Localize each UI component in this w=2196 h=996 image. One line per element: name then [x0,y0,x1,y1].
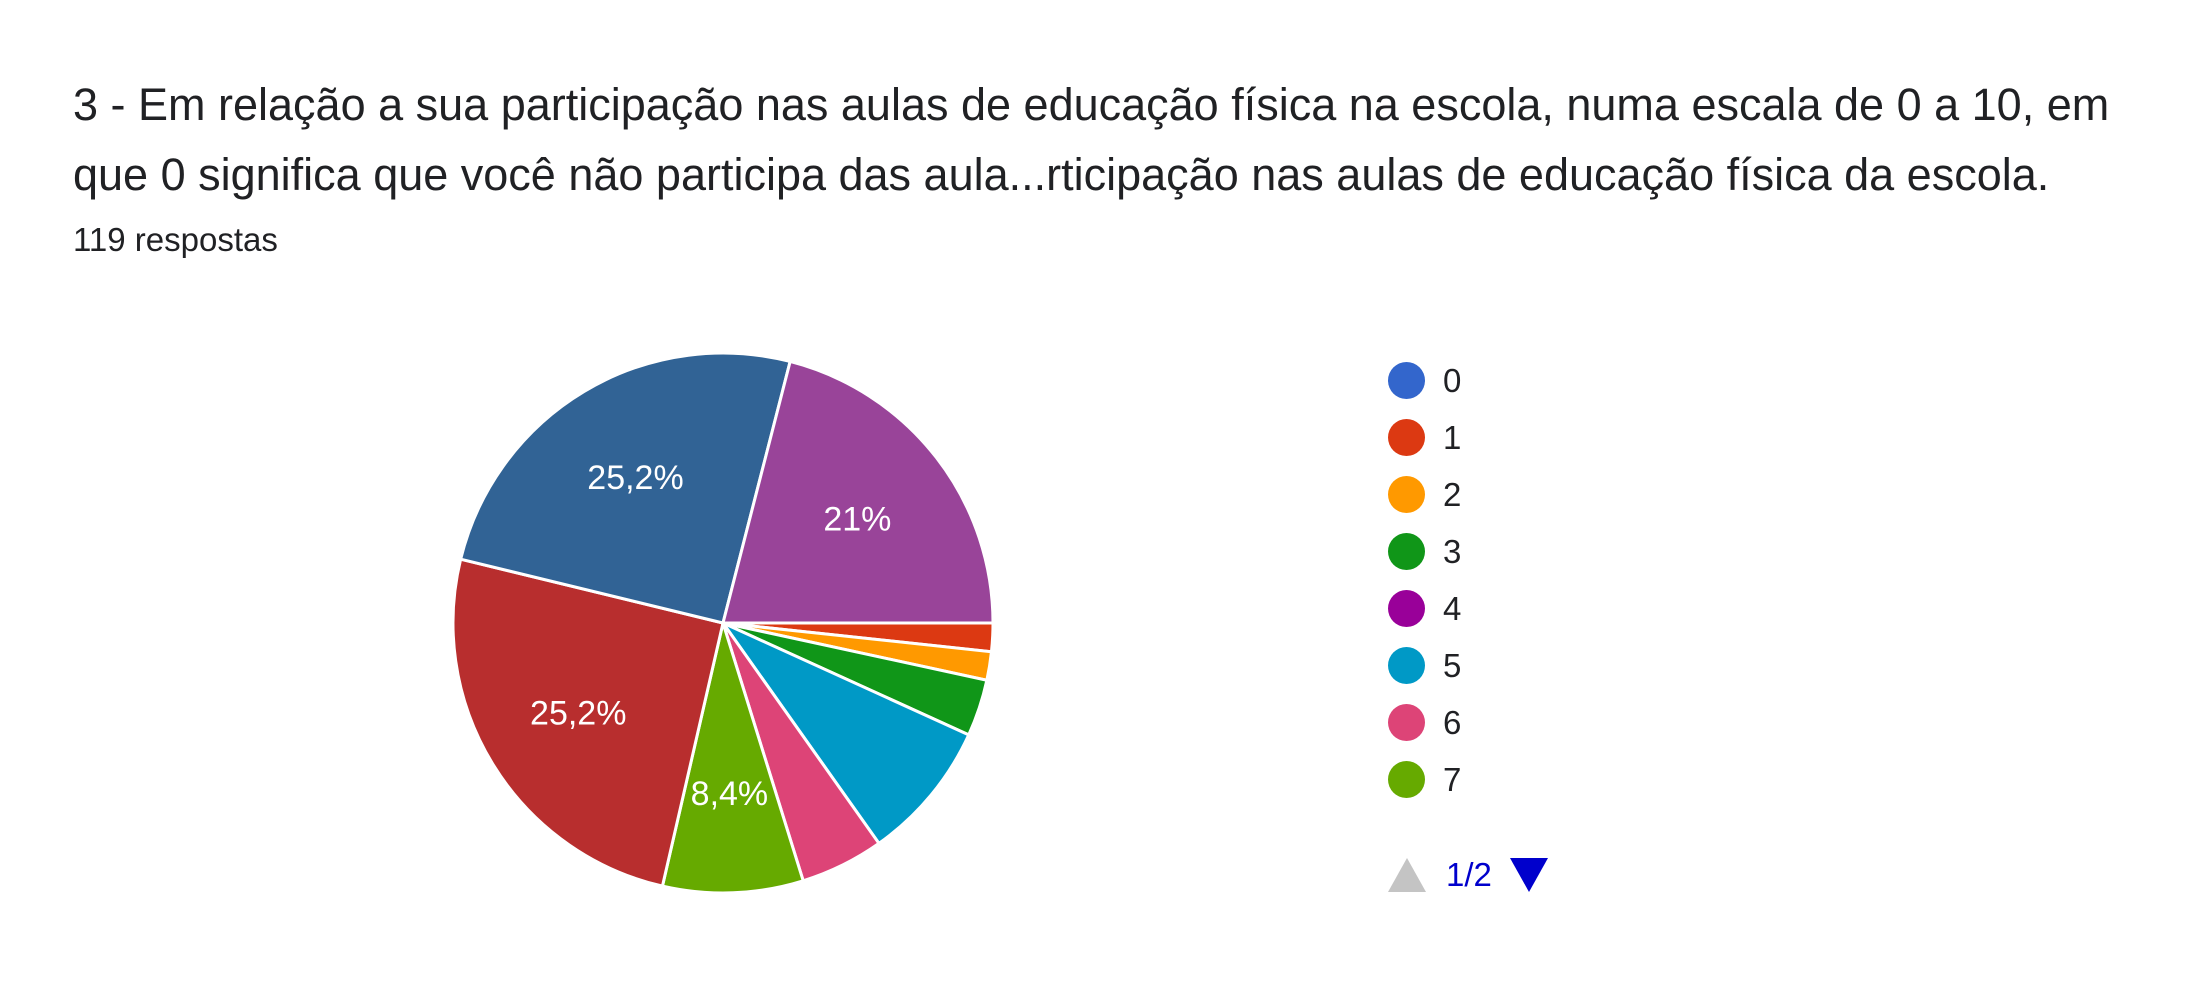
slice-label-7: 8,4% [691,775,769,813]
legend-swatch [1388,704,1425,741]
pie-slice-8[interactable] [451,557,725,888]
legend-label: 6 [1443,703,1462,741]
legend-item-0[interactable]: 0 [1388,352,1461,409]
pie-slice-10[interactable] [721,359,995,625]
legend-item-4[interactable]: 4 [1388,580,1461,637]
legend-label: 4 [1443,589,1462,627]
legend-label: 7 [1443,760,1462,798]
legend-pager: 1/2 [1388,856,1548,894]
legend-swatch [1388,476,1425,513]
legend-label: 3 [1443,532,1462,570]
slice-label-8: 25,2% [530,694,626,732]
response-count: 119 respostas [73,221,278,258]
legend-item-7[interactable]: 7 [1388,751,1461,808]
triangle-up-icon[interactable] [1388,858,1426,892]
triangle-down-icon[interactable] [1509,858,1548,892]
legend-swatch [1388,419,1425,456]
legend-item-2[interactable]: 2 [1388,466,1461,523]
legend-swatch [1388,761,1425,798]
legend-item-6[interactable]: 6 [1388,694,1461,751]
legend: 0 1 2 3 4 5 6 7 [1388,352,1461,808]
legend-swatch [1388,362,1425,399]
legend-item-5[interactable]: 5 [1388,637,1461,694]
pie-slice-9[interactable] [458,351,792,625]
legend-label: 0 [1443,361,1462,399]
legend-item-1[interactable]: 1 [1388,409,1461,466]
legend-label: 2 [1443,475,1462,513]
pie-slice-7[interactable] [660,617,806,895]
legend-label: 5 [1443,646,1462,684]
legend-item-3[interactable]: 3 [1388,523,1461,580]
slice-label-10: 21% [823,501,891,539]
slice-label-9: 25,2% [587,459,683,497]
legend-swatch [1388,533,1425,570]
pager-text: 1/2 [1446,856,1492,893]
legend-swatch [1388,590,1425,627]
pie-slice-5[interactable] [718,619,971,846]
question-title: 3 - Em relação a sua participação nas au… [73,79,2110,200]
legend-swatch [1388,647,1425,684]
legend-label: 1 [1443,418,1462,456]
